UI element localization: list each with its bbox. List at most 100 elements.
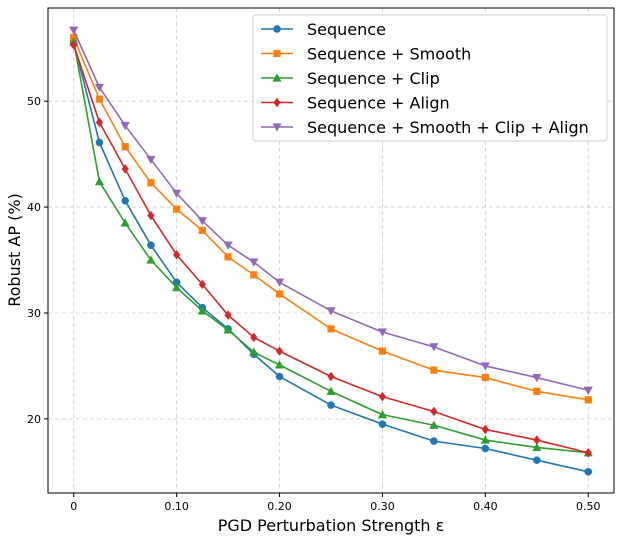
data-point bbox=[95, 95, 104, 103]
data-point bbox=[480, 362, 490, 371]
legend-marker bbox=[273, 97, 281, 108]
data-point bbox=[533, 387, 541, 395]
y-tick-label: 30 bbox=[27, 307, 41, 320]
data-point bbox=[430, 437, 438, 445]
y-tick-label: 20 bbox=[27, 413, 41, 426]
data-point bbox=[173, 205, 181, 213]
legend-label: Sequence + Smooth bbox=[307, 45, 471, 64]
data-point bbox=[224, 310, 232, 320]
legend-label: Sequence + Clip bbox=[307, 69, 440, 88]
series-4 bbox=[70, 40, 592, 458]
data-point bbox=[327, 401, 335, 409]
data-point bbox=[224, 253, 232, 261]
data-point bbox=[430, 406, 438, 417]
data-point bbox=[480, 435, 490, 444]
data-point bbox=[95, 138, 104, 147]
legend-label: Sequence + Smooth + Clip + Align bbox=[307, 118, 589, 137]
legend-marker bbox=[273, 49, 281, 58]
data-point bbox=[172, 249, 181, 260]
data-point bbox=[481, 444, 490, 453]
legend-item: Sequence + Smooth + Clip + Align bbox=[261, 118, 589, 137]
data-point bbox=[274, 360, 285, 369]
legend-marker bbox=[272, 123, 282, 132]
data-point bbox=[275, 290, 284, 298]
legend-label: Sequence + Align bbox=[307, 94, 450, 113]
data-point bbox=[532, 442, 542, 452]
x-axis: 0 0.10 0.20 0.30 0.40 0.50 bbox=[70, 493, 601, 513]
data-point bbox=[532, 373, 542, 383]
data-point bbox=[429, 343, 439, 352]
x-tick-label: 0.30 bbox=[370, 500, 395, 513]
data-point bbox=[584, 396, 592, 404]
x-tick-label: 0.40 bbox=[473, 500, 498, 513]
legend-marker bbox=[272, 73, 282, 82]
data-point bbox=[326, 386, 336, 395]
data-point bbox=[377, 328, 388, 337]
data-point bbox=[377, 409, 388, 419]
data-point bbox=[584, 468, 593, 476]
data-point bbox=[327, 325, 335, 333]
data-point bbox=[327, 371, 335, 382]
legend-item: Sequence + Clip bbox=[261, 69, 440, 88]
data-point bbox=[95, 117, 104, 128]
data-point bbox=[274, 278, 285, 287]
data-point bbox=[121, 196, 130, 205]
data-point bbox=[249, 347, 259, 356]
data-point bbox=[69, 26, 79, 35]
legend-item: Sequence bbox=[261, 20, 386, 39]
data-point bbox=[250, 271, 258, 279]
y-tick-label: 40 bbox=[27, 201, 41, 214]
data-point bbox=[481, 373, 489, 382]
y-tick-label: 50 bbox=[27, 95, 41, 108]
data-point bbox=[172, 189, 182, 199]
data-point bbox=[94, 176, 105, 186]
series-2 bbox=[70, 34, 592, 404]
data-point bbox=[121, 164, 129, 174]
legend: Sequence Sequence + Smooth Sequence + Clip… bbox=[252, 14, 608, 142]
x-tick-label: 0 bbox=[70, 500, 77, 513]
data-point bbox=[146, 255, 156, 264]
data-point bbox=[430, 366, 438, 374]
legend-item: Sequence + Smooth bbox=[261, 45, 471, 64]
data-point bbox=[249, 258, 259, 267]
legend-label: Sequence bbox=[307, 20, 386, 39]
data-point bbox=[481, 424, 490, 435]
data-point bbox=[198, 279, 207, 290]
data-point bbox=[275, 372, 284, 381]
y-axis-title: Robust AP (%) bbox=[5, 193, 24, 307]
x-tick-label: 0.10 bbox=[164, 500, 189, 513]
data-point bbox=[532, 456, 541, 464]
x-axis-title: PGD Perturbation Strength ε bbox=[218, 516, 445, 535]
legend-box bbox=[252, 14, 608, 142]
data-point bbox=[583, 386, 593, 395]
data-point bbox=[429, 420, 439, 429]
data-point bbox=[533, 435, 541, 445]
data-point bbox=[223, 241, 233, 250]
data-point bbox=[197, 306, 207, 315]
x-tick-label: 0.20 bbox=[267, 500, 292, 513]
legend-marker bbox=[273, 25, 281, 33]
y-axis: 20 30 40 50 bbox=[27, 95, 48, 426]
series-lines bbox=[69, 26, 593, 476]
data-point bbox=[147, 210, 155, 221]
data-point bbox=[326, 307, 336, 316]
data-point bbox=[198, 226, 206, 234]
data-point bbox=[147, 179, 155, 187]
plot-frame bbox=[47, 7, 615, 494]
data-point bbox=[584, 447, 592, 458]
data-point bbox=[121, 143, 129, 151]
legend-item: Sequence + Align bbox=[261, 94, 450, 113]
data-point bbox=[120, 218, 130, 227]
series-5 bbox=[69, 26, 593, 395]
data-point bbox=[120, 121, 130, 131]
series-3 bbox=[69, 37, 593, 457]
x-tick-label: 0.50 bbox=[576, 500, 601, 513]
data-point bbox=[70, 40, 78, 50]
data-point bbox=[172, 282, 182, 292]
data-point bbox=[250, 332, 258, 343]
data-point bbox=[197, 217, 207, 226]
data-point bbox=[378, 420, 387, 428]
data-point bbox=[147, 241, 155, 250]
data-point bbox=[275, 346, 284, 356]
